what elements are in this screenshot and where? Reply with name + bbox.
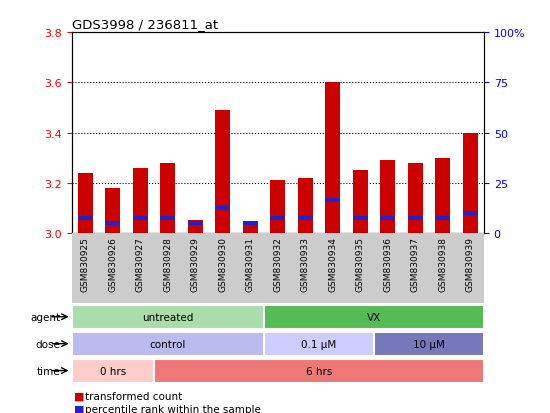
Bar xyxy=(160,216,175,220)
Text: 10 μM: 10 μM xyxy=(413,339,445,349)
Bar xyxy=(78,173,93,233)
Bar xyxy=(408,216,423,220)
Bar xyxy=(78,216,93,220)
Text: untreated: untreated xyxy=(142,312,194,322)
Bar xyxy=(72,332,264,356)
Bar xyxy=(353,216,368,220)
Text: 0 hrs: 0 hrs xyxy=(100,366,126,376)
Bar xyxy=(463,133,478,233)
Text: GSM830932: GSM830932 xyxy=(273,237,282,292)
Bar xyxy=(72,306,264,329)
Text: ■: ■ xyxy=(74,404,85,413)
Bar xyxy=(72,359,154,383)
Bar xyxy=(188,221,203,233)
Text: GSM830928: GSM830928 xyxy=(163,237,172,292)
Bar xyxy=(325,199,340,203)
Text: GSM830935: GSM830935 xyxy=(356,237,365,292)
Text: GSM830927: GSM830927 xyxy=(136,237,145,292)
Bar xyxy=(270,216,285,220)
Text: GSM830939: GSM830939 xyxy=(466,237,475,292)
Bar xyxy=(374,332,484,356)
Bar xyxy=(243,221,258,225)
Bar xyxy=(264,332,374,356)
Bar xyxy=(435,158,450,233)
Text: GSM830926: GSM830926 xyxy=(108,237,117,292)
Text: GSM830925: GSM830925 xyxy=(81,237,90,292)
Text: GSM830930: GSM830930 xyxy=(218,237,227,292)
Text: GDS3998 / 236811_at: GDS3998 / 236811_at xyxy=(72,17,218,31)
Bar xyxy=(243,223,258,233)
Bar xyxy=(154,359,484,383)
Bar xyxy=(353,171,368,233)
Bar xyxy=(463,211,478,215)
Bar xyxy=(435,216,450,220)
Bar xyxy=(133,168,148,233)
Text: GSM830929: GSM830929 xyxy=(191,237,200,292)
Bar xyxy=(270,181,285,233)
Text: GSM830934: GSM830934 xyxy=(328,237,337,292)
Text: control: control xyxy=(150,339,186,349)
Bar xyxy=(105,188,120,233)
Bar xyxy=(215,111,230,233)
Bar xyxy=(408,163,423,233)
Bar xyxy=(133,216,148,220)
Text: GSM830936: GSM830936 xyxy=(383,237,392,292)
Bar xyxy=(188,221,203,225)
Text: ■: ■ xyxy=(74,391,85,401)
Text: GSM830938: GSM830938 xyxy=(438,237,447,292)
Bar xyxy=(380,161,395,233)
Text: dose: dose xyxy=(36,339,60,349)
Text: GSM830931: GSM830931 xyxy=(246,237,255,292)
Bar xyxy=(264,306,484,329)
Bar xyxy=(298,178,313,233)
Bar xyxy=(215,206,230,210)
Text: 6 hrs: 6 hrs xyxy=(306,366,332,376)
Text: GSM830933: GSM830933 xyxy=(301,237,310,292)
Bar xyxy=(325,83,340,233)
Text: agent: agent xyxy=(30,312,60,322)
Text: GSM830937: GSM830937 xyxy=(411,237,420,292)
Text: transformed count: transformed count xyxy=(85,391,183,401)
Bar xyxy=(105,221,120,225)
Text: VX: VX xyxy=(367,312,381,322)
Bar xyxy=(298,216,313,220)
Bar xyxy=(160,163,175,233)
Text: percentile rank within the sample: percentile rank within the sample xyxy=(85,404,261,413)
Text: time: time xyxy=(37,366,60,376)
Bar xyxy=(380,216,395,220)
Text: 0.1 μM: 0.1 μM xyxy=(301,339,337,349)
